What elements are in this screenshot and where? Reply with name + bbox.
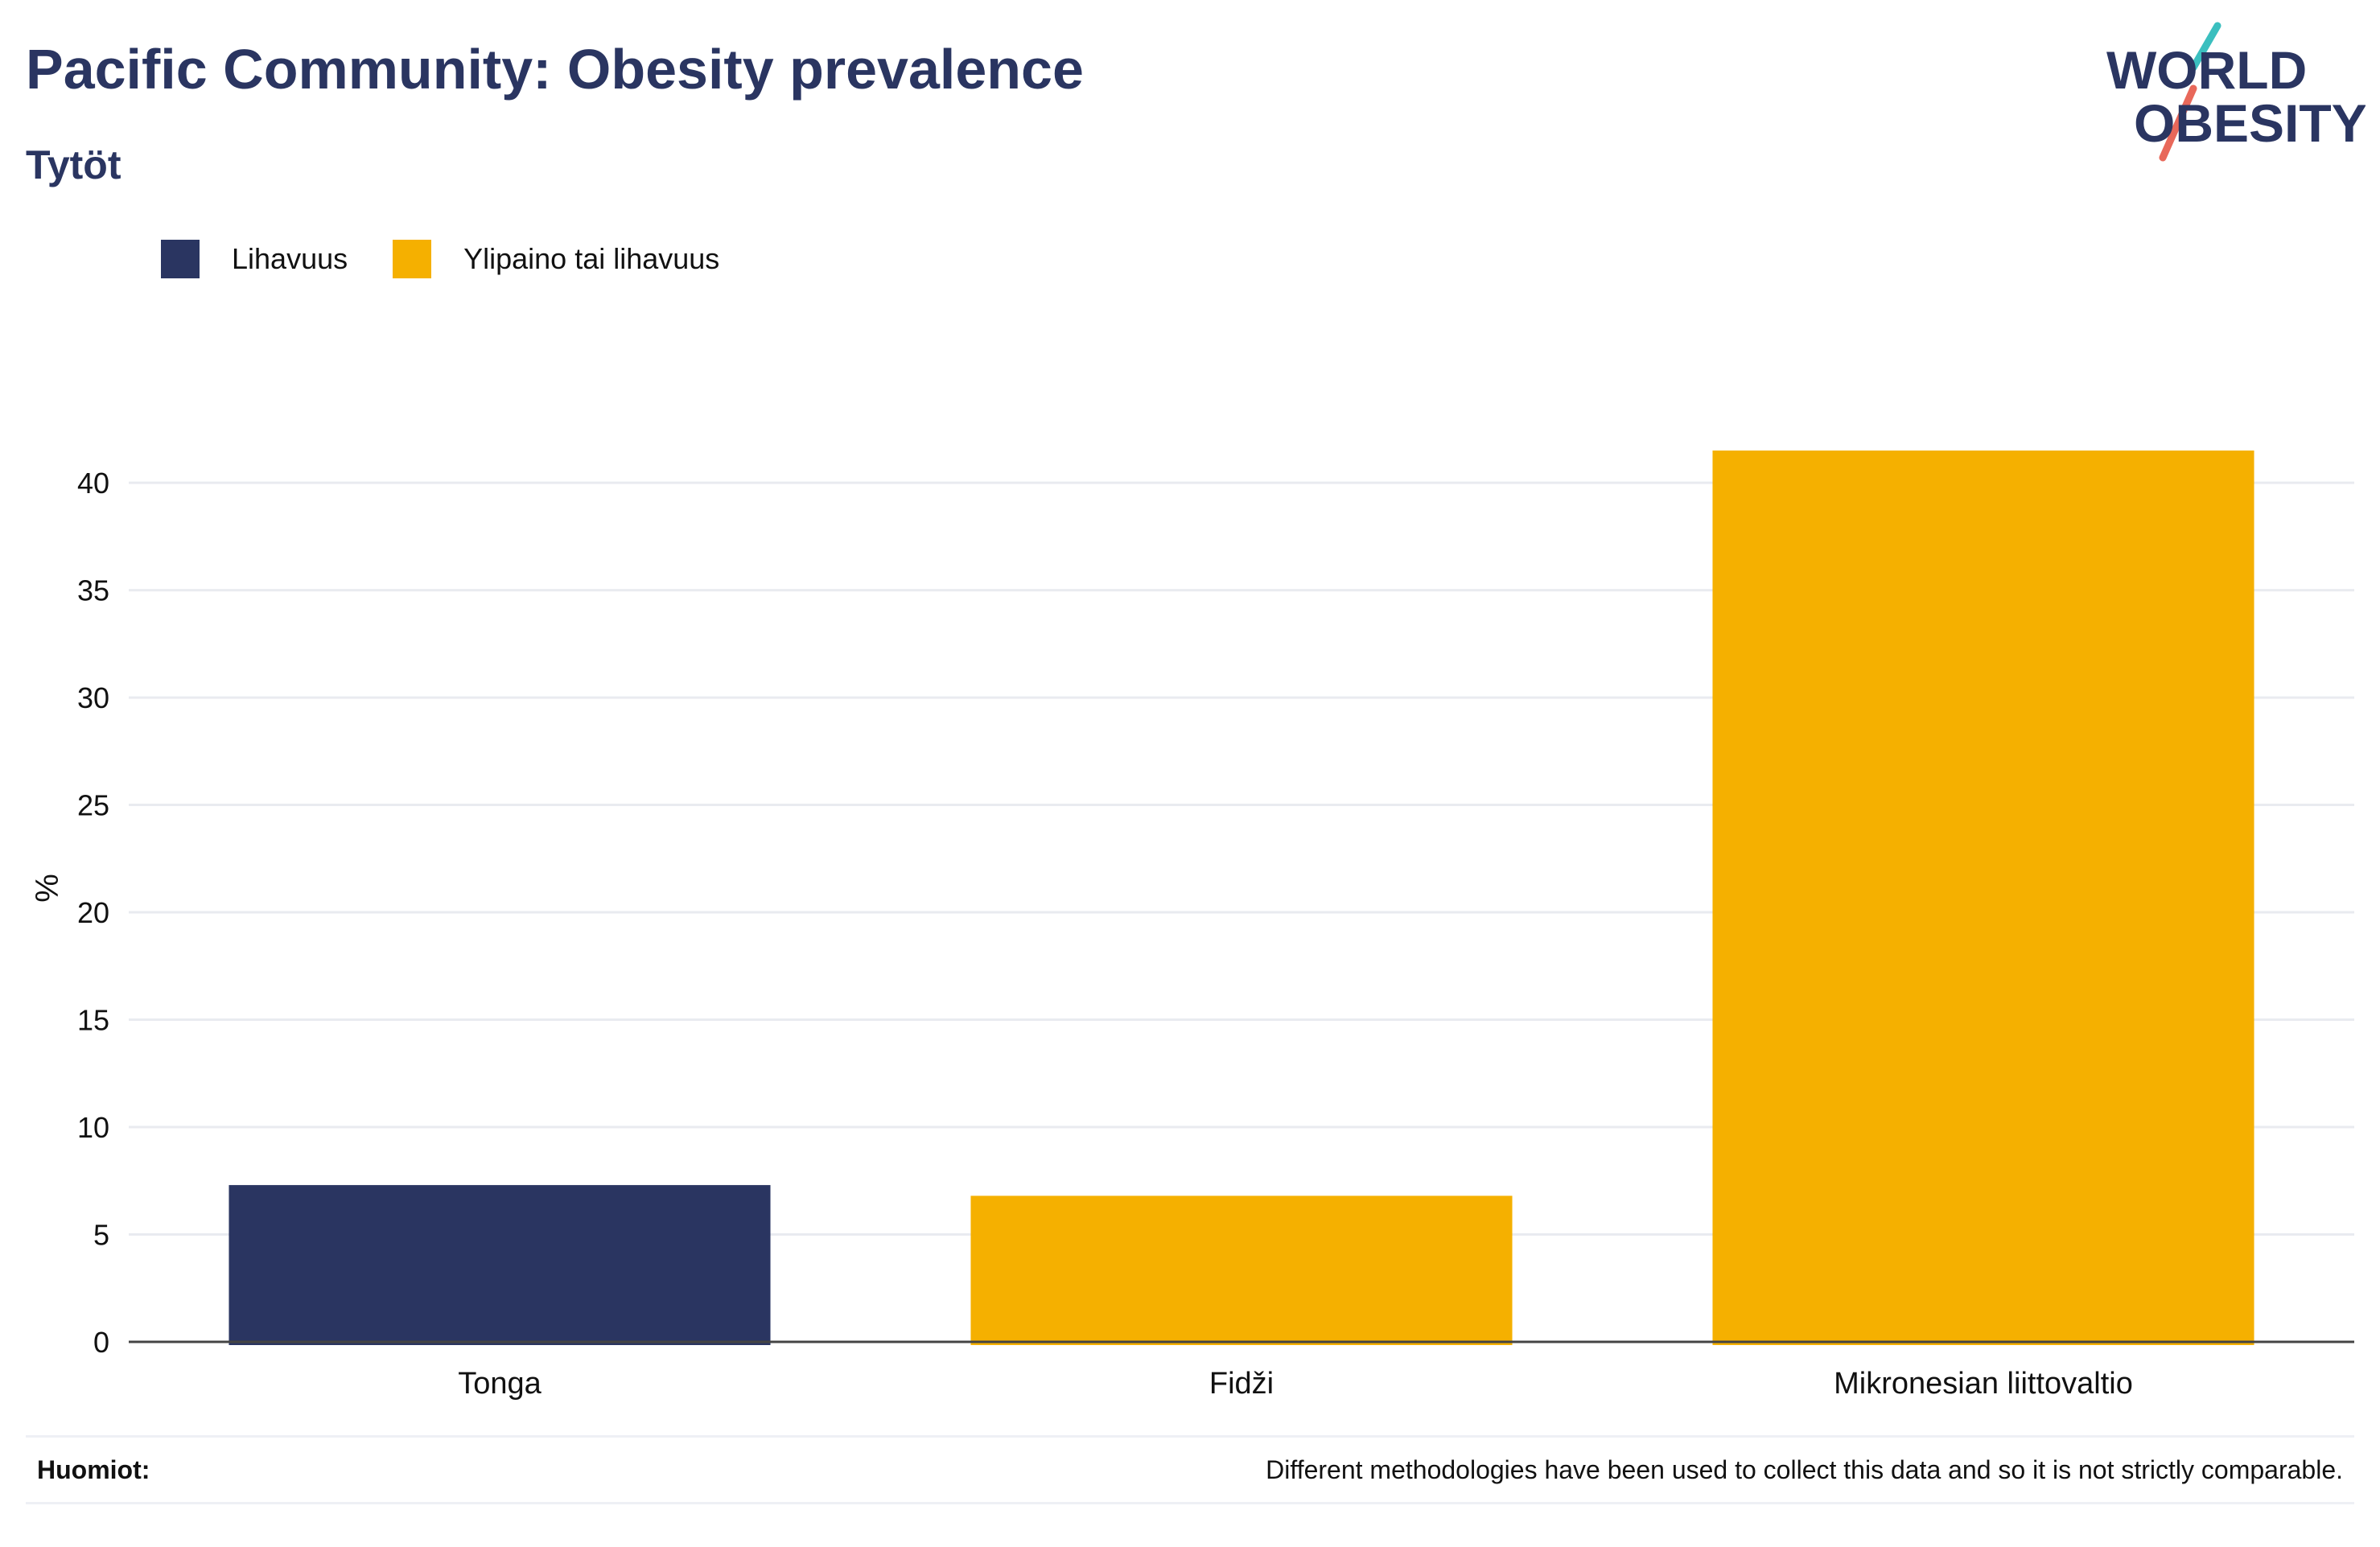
y-tick-label: 0	[93, 1326, 109, 1359]
y-tick-label: 25	[77, 789, 109, 822]
bar-3[interactable]	[1712, 451, 2254, 1345]
y-tick-label: 40	[77, 467, 109, 500]
chart-legend: Lihavuus Ylipaino tai lihavuus	[161, 238, 764, 280]
bar-1[interactable]	[229, 1185, 771, 1345]
footer-label: Huomiot:	[37, 1454, 150, 1484]
footer-note: Different methodologies have been used t…	[1266, 1454, 2343, 1484]
y-tick-label: 10	[77, 1111, 109, 1144]
y-tick-label: 15	[77, 1004, 109, 1037]
y-tick-label: 30	[77, 681, 109, 714]
legend-label-obesity: Lihavuus	[232, 242, 348, 275]
y-axis-title: %	[30, 874, 65, 903]
x-tick-label: Tonga	[458, 1367, 541, 1401]
logo-text-obesity: OBESITY	[2134, 93, 2366, 153]
bars-group	[229, 451, 2254, 1345]
x-tick-labels: Tonga Fidži Mikronesian liittovaltio	[458, 1367, 2133, 1401]
y-tick-label: 20	[77, 896, 109, 929]
x-tick-label: Mikronesian liittovaltio	[1834, 1367, 2133, 1401]
legend-item-overweight[interactable]: Ylipaino tai lihavuus	[393, 240, 719, 278]
footer: Huomiot: Different methodologies have be…	[26, 1435, 2354, 1504]
legend-item-obesity[interactable]: Lihavuus	[161, 240, 348, 278]
y-tick-label: 35	[77, 574, 109, 607]
y-tick-label: 5	[93, 1219, 109, 1252]
chart-title: Pacific Community: Obesity prevalence	[26, 38, 1084, 101]
logo-text-world: WORLD	[2106, 40, 2307, 100]
x-tick-label: Fidži	[1209, 1367, 1274, 1401]
logo-accent-top	[2189, 22, 2221, 72]
legend-label-overweight: Ylipaino tai lihavuus	[463, 242, 720, 275]
bar-chart: 0 5 10 15 20 25 30 35 40 Tonga Fidži Mikronesian l…	[30, 451, 2354, 1401]
world-obesity-logo: WORLD OBESITY	[2106, 22, 2366, 162]
legend-swatch-overweight	[393, 240, 432, 278]
legend-swatch-obesity	[161, 240, 200, 278]
bar-2[interactable]	[970, 1195, 1513, 1345]
logo-accent-bottom	[2159, 84, 2197, 162]
y-tick-labels: 0 5 10 15 20 25 30 35 40	[77, 467, 109, 1359]
chart-subtitle: Tytöt	[26, 142, 121, 187]
